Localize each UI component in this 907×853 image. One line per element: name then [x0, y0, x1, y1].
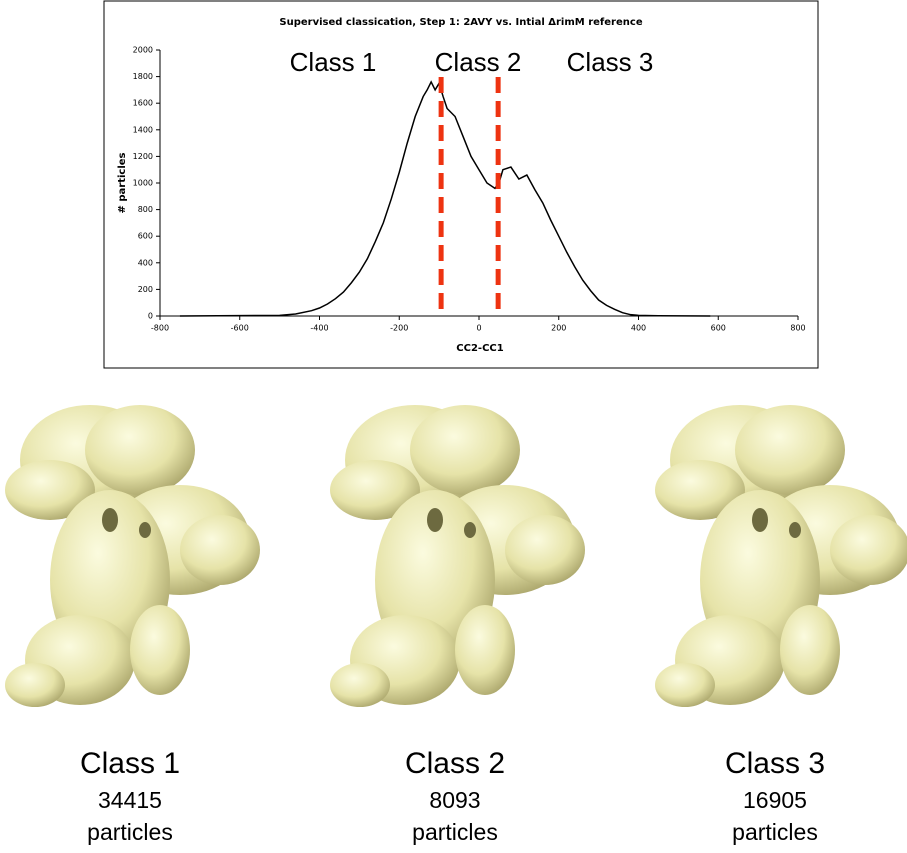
class-name: Class 3: [725, 747, 825, 780]
class-unit: particles: [732, 819, 818, 845]
x-axis-label: CC2-CC1: [456, 343, 503, 354]
x-tick-label: -600: [231, 324, 249, 333]
class-unit: particles: [412, 819, 498, 845]
chart-title: Supervised classication, Step 1: 2AVY vs…: [279, 17, 642, 28]
class-name: Class 1: [80, 747, 180, 780]
y-tick-label: 1000: [133, 179, 153, 188]
y-tick-label: 200: [138, 285, 153, 294]
density-map: [330, 405, 585, 707]
y-tick-label: 400: [138, 258, 153, 267]
class-annotation: Class 2: [435, 47, 522, 77]
y-tick-label: 1600: [133, 99, 153, 108]
y-tick-label: 1400: [133, 125, 153, 134]
x-tick-label: -800: [151, 324, 169, 333]
y-tick-label: 0: [148, 312, 153, 321]
y-tick-label: 2000: [133, 46, 153, 55]
x-tick-label: -400: [310, 324, 328, 333]
y-tick-label: 600: [138, 232, 153, 241]
y-tick-label: 1200: [133, 152, 153, 161]
class-name: Class 2: [405, 747, 505, 780]
y-tick-label: 800: [138, 205, 153, 214]
class-count: 34415: [98, 787, 162, 813]
x-tick-label: 0: [476, 324, 481, 333]
y-tick-label: 1800: [133, 72, 153, 81]
class-count: 16905: [743, 787, 807, 813]
class-annotation: Class 1: [290, 47, 377, 77]
y-axis-label: # particles: [117, 152, 128, 213]
x-tick-label: 200: [551, 324, 566, 333]
x-tick-label: 600: [711, 324, 726, 333]
density-map: [5, 405, 260, 707]
class-annotation: Class 3: [567, 47, 654, 77]
x-tick-label: -200: [390, 324, 408, 333]
x-tick-label: 800: [790, 324, 805, 333]
page: Supervised classication, Step 1: 2AVY vs…: [0, 0, 907, 853]
figure: Supervised classication, Step 1: 2AVY vs…: [0, 0, 907, 853]
class-count: 8093: [429, 787, 480, 813]
class-unit: particles: [87, 819, 173, 845]
x-tick-label: 400: [631, 324, 646, 333]
density-map: [655, 405, 907, 707]
